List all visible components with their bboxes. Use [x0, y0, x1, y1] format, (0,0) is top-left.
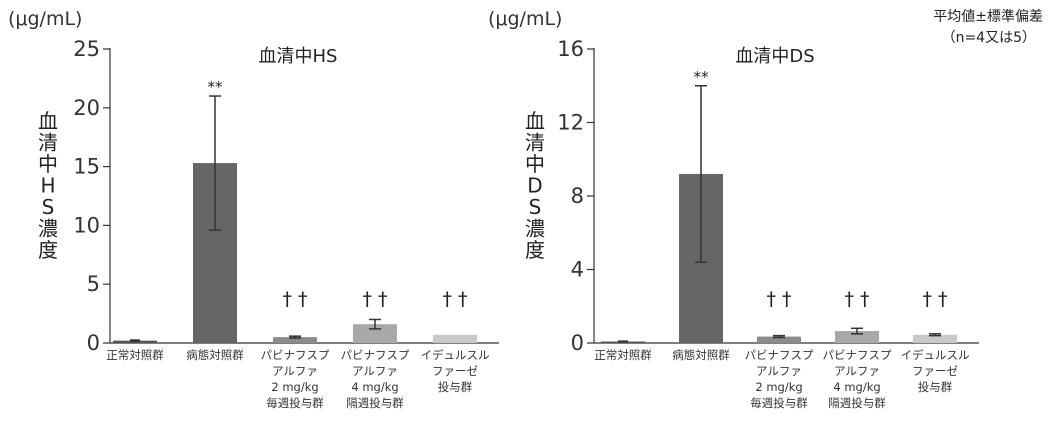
- significance-marker: † †: [362, 288, 387, 310]
- category-label: 病態対照群: [672, 348, 730, 362]
- category-label: パビナフスプ: [745, 348, 814, 362]
- y-tick-label: 16: [557, 37, 584, 61]
- y-tick-label: 5: [87, 272, 100, 296]
- chart-title: 血清中HS: [259, 46, 338, 67]
- category-label: 隔週投与群: [346, 396, 404, 410]
- y-tick-label: 10: [73, 213, 100, 237]
- y-tick-label: 12: [557, 111, 584, 135]
- significance-marker: † †: [844, 288, 869, 310]
- unit-label: (μg/mL): [488, 8, 562, 30]
- category-label: アルファ: [756, 364, 802, 378]
- category-label: 正常対照群: [106, 348, 164, 362]
- category-label: 2 mg/kg: [755, 380, 802, 394]
- summary-note: 平均値±標準偏差 （n=4又は5）: [933, 9, 1043, 46]
- y-tick-label: 4: [571, 258, 584, 282]
- category-label: ファーゼ: [432, 364, 478, 378]
- bar: [273, 337, 317, 343]
- bar: [835, 331, 879, 343]
- y-tick-label: 15: [73, 155, 100, 179]
- bar: [433, 334, 477, 343]
- bar: [757, 336, 801, 343]
- category-label: パビナフスプ: [823, 348, 892, 362]
- category-label: 正常対照群: [594, 348, 652, 362]
- category-label: 病態対照群: [186, 348, 244, 362]
- category-label: パビナフスプ: [261, 348, 330, 362]
- category-label: 2 mg/kg: [271, 380, 318, 394]
- note-line-2: （n=4又は5）: [942, 30, 1036, 46]
- category-label: アルファ: [272, 364, 318, 378]
- significance-marker: † †: [282, 288, 307, 310]
- unit-label: (μg/mL): [8, 8, 82, 30]
- category-label: 隔週投与群: [828, 396, 886, 410]
- significance-marker: **: [694, 68, 710, 86]
- category-label: イデュルスル: [901, 348, 970, 362]
- category-label: 4 mg/kg: [351, 380, 398, 394]
- bar: [913, 334, 957, 343]
- category-label: 毎週投与群: [750, 396, 808, 410]
- y-tick-label: 8: [571, 184, 584, 208]
- y-tick-label: 0: [87, 331, 100, 355]
- category-label: アルファ: [834, 364, 880, 378]
- significance-marker: † †: [922, 288, 947, 310]
- category-label: アルファ: [352, 364, 398, 378]
- chart-panel-hs: (μg/mL) 血清中HS 血清中 H S 濃度 0 5 10 15 20 25 正常対照群 ** 病態対照…: [8, 8, 499, 410]
- y-tick-label: 0: [571, 331, 584, 355]
- category-label: イデュルスル: [421, 348, 490, 362]
- y-axis-label: 血清中 D S 濃度: [525, 109, 545, 262]
- y-tick-label: 25: [73, 37, 100, 61]
- category-label: 投与群: [438, 380, 473, 394]
- chart-panel-ds: (μg/mL) 血清中DS 血清中 D S 濃度 0 4 8 12 16 正常対照群 ** 病態対照群 † …: [488, 8, 979, 410]
- category-label: ファーゼ: [912, 364, 958, 378]
- significance-marker: † †: [766, 288, 791, 310]
- significance-marker: **: [208, 78, 224, 96]
- y-axis-label: 血清中 H S 濃度: [38, 109, 58, 262]
- category-label: 毎週投与群: [266, 396, 324, 410]
- y-tick-label: 20: [73, 96, 100, 120]
- bar: [353, 324, 397, 343]
- note-line-1: 平均値±標準偏差: [933, 9, 1043, 25]
- significance-marker: † †: [442, 288, 467, 310]
- category-label: 4 mg/kg: [833, 380, 880, 394]
- category-label: パビナフスプ: [341, 348, 410, 362]
- category-label: 投与群: [918, 380, 953, 394]
- chart-title: 血清中DS: [735, 46, 814, 67]
